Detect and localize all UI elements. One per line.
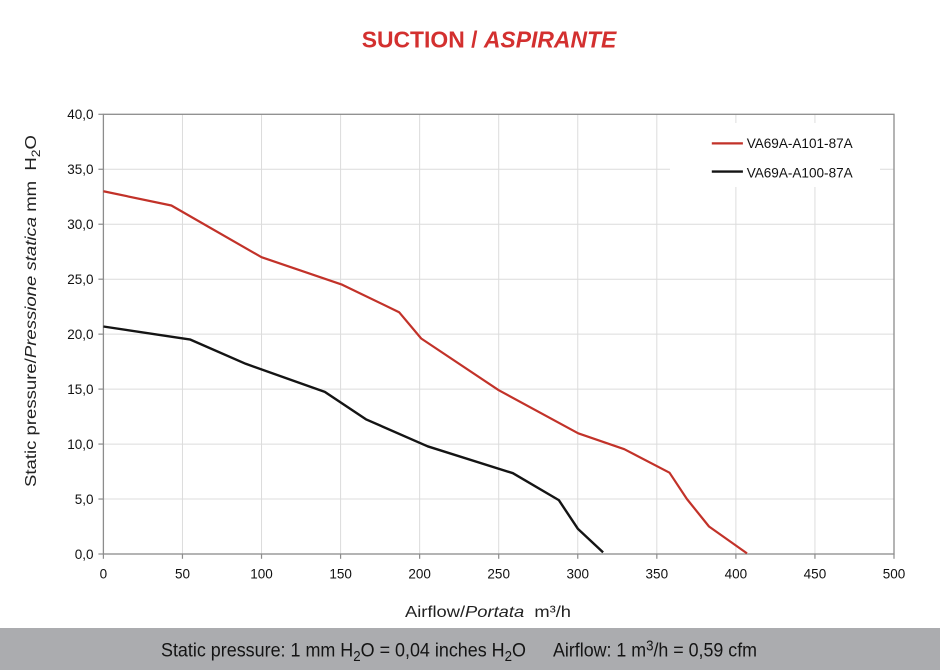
svg-text:10,0: 10,0 <box>67 437 93 452</box>
svg-text:Static pressure: 1 mm H2O = 0,: Static pressure: 1 mm H2O = 0,04 inches … <box>161 639 526 665</box>
svg-text:150: 150 <box>329 566 352 581</box>
svg-text:50: 50 <box>175 566 190 581</box>
svg-text:35,0: 35,0 <box>67 162 93 177</box>
svg-text:15,0: 15,0 <box>67 382 93 397</box>
svg-text:Airflow: 1 m3/h = 0,59 cfm: Airflow: 1 m3/h = 0,59 cfm <box>553 638 757 661</box>
svg-text:30,0: 30,0 <box>67 217 93 232</box>
svg-text:100: 100 <box>250 566 273 581</box>
svg-text:5,0: 5,0 <box>75 492 94 507</box>
svg-text:0,0: 0,0 <box>75 547 94 562</box>
svg-text:500: 500 <box>883 566 906 581</box>
svg-text:VA69A-A101-87A: VA69A-A101-87A <box>747 135 854 151</box>
svg-text:300: 300 <box>566 566 589 581</box>
svg-text:450: 450 <box>804 566 827 581</box>
svg-text:250: 250 <box>487 566 510 581</box>
svg-text:25,0: 25,0 <box>67 272 93 287</box>
svg-text:Static pressure/Pressione stat: Static pressure/Pressione statica mm H2O <box>23 135 43 487</box>
svg-text:Airflow/Portata m³/h: Airflow/Portata m³/h <box>405 604 571 621</box>
svg-text:40,0: 40,0 <box>67 107 93 122</box>
svg-text:SUCTION / ASPIRANTE: SUCTION / ASPIRANTE <box>362 27 617 53</box>
svg-text:200: 200 <box>408 566 431 581</box>
svg-text:0: 0 <box>100 566 108 581</box>
svg-text:350: 350 <box>646 566 669 581</box>
svg-text:400: 400 <box>725 566 748 581</box>
svg-text:20,0: 20,0 <box>67 327 93 342</box>
svg-text:VA69A-A100-87A: VA69A-A100-87A <box>747 165 854 181</box>
